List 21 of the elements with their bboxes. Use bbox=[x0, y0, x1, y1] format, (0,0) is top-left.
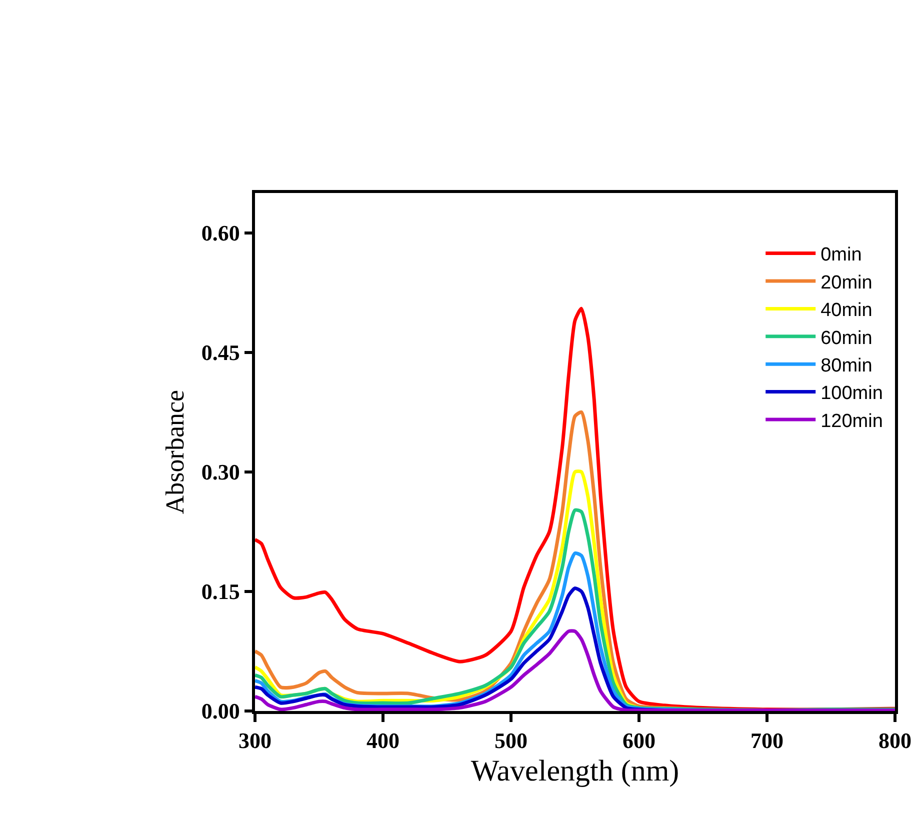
legend-label: 0min bbox=[820, 244, 862, 266]
legend-label: 40min bbox=[820, 300, 872, 322]
legend-label: 20min bbox=[820, 272, 872, 294]
y-tick-label: 0.00 bbox=[201, 698, 240, 724]
y-tick-label: 0.60 bbox=[201, 220, 240, 246]
line-series bbox=[255, 629, 895, 711]
x-tick-label: 600 bbox=[622, 728, 656, 754]
x-tick-label: 400 bbox=[366, 728, 400, 754]
y-tick-label: 0.15 bbox=[201, 579, 240, 604]
legend-label: 120min bbox=[820, 410, 883, 432]
x-tick-label: 500 bbox=[494, 728, 528, 754]
legend-label: 100min bbox=[820, 383, 883, 404]
x-tick-label: 300 bbox=[238, 728, 272, 754]
x-tick-label: 700 bbox=[750, 728, 784, 754]
x-tick-label: 800 bbox=[878, 728, 912, 754]
x-axis-title: Wavelength (nm) bbox=[470, 754, 680, 788]
legend-label: 60min bbox=[820, 328, 872, 349]
legend-label: 80min bbox=[820, 356, 872, 376]
y-axis-title: Absorbance bbox=[160, 390, 190, 514]
y-tick-label: 0.30 bbox=[201, 460, 240, 485]
y-tick-label: 0.45 bbox=[201, 340, 240, 366]
